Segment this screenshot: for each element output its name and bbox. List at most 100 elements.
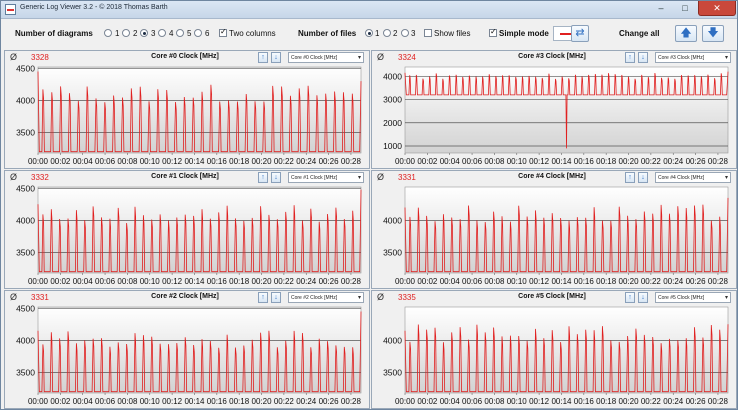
- files-radio-3[interactable]: [401, 29, 409, 37]
- y-tick-label: 4000: [383, 215, 402, 225]
- x-tick-label: 00:02: [417, 157, 438, 166]
- diagrams-radio-5-label: 5: [187, 29, 192, 38]
- panel-core0: Ø 3328 Core #0 Clock [MHz] ↑ ↓ Core #0 Clock …: [4, 50, 370, 169]
- diagrams-radio-6-label: 6: [205, 29, 210, 38]
- swap-arrows-icon[interactable]: ⇄: [571, 25, 589, 42]
- arrow-up-icon[interactable]: ↑: [258, 52, 268, 63]
- maximize-button[interactable]: □: [682, 3, 688, 13]
- plot-area: [404, 306, 729, 394]
- files-radio-2[interactable]: [383, 29, 391, 37]
- x-tick-label: 00:08: [484, 157, 505, 166]
- toolbar: Number of diagrams 1 2 3 4 5 6 Two colum…: [1, 20, 737, 48]
- channel-select[interactable]: Core #3 Clock [MHz]: [655, 52, 731, 63]
- series-line: [404, 71, 729, 149]
- x-tick-label: 00:10: [140, 397, 161, 406]
- channel-select[interactable]: Core #1 Clock [MHz]: [288, 172, 364, 183]
- average-value: 3324: [398, 53, 416, 62]
- minimize-button[interactable]: –: [658, 3, 664, 13]
- average-icon: Ø: [377, 172, 385, 182]
- series-line: [37, 71, 362, 153]
- x-tick-label: 00:04: [73, 277, 94, 286]
- arrow-down-icon[interactable]: ↓: [271, 292, 281, 303]
- panel-core3: Ø 3324 Core #3 Clock [MHz] ↑ ↓ Core #3 Clock …: [371, 50, 737, 169]
- diagrams-radio-6[interactable]: [194, 29, 202, 37]
- x-tick-label: 00:00: [395, 277, 416, 286]
- arrow-down-icon[interactable]: ↓: [271, 52, 281, 63]
- x-tick-label: 00:12: [162, 397, 183, 406]
- two-columns-checkbox[interactable]: [219, 27, 227, 37]
- x-tick-label: 00:14: [551, 277, 572, 286]
- channel-select[interactable]: Core #0 Clock [MHz]: [288, 52, 364, 63]
- x-tick-label: 00:00: [395, 397, 416, 406]
- arrow-up-icon[interactable]: ↑: [625, 52, 635, 63]
- x-tick-label: 00:06: [462, 277, 483, 286]
- arrow-up-icon[interactable]: ↑: [258, 292, 268, 303]
- diagrams-radio-1[interactable]: [104, 29, 112, 37]
- x-tick-label: 00:24: [663, 397, 684, 406]
- x-tick-label: 00:26: [319, 277, 340, 286]
- x-tick-label: 00:10: [507, 397, 528, 406]
- close-button[interactable]: ✕: [698, 1, 736, 16]
- simple-mode-checkbox[interactable]: [489, 27, 497, 37]
- arrow-up-icon[interactable]: ↑: [625, 292, 635, 303]
- title-bar[interactable]: Generic Log Viewer 3.2 - © 2018 Thomas B…: [1, 1, 737, 19]
- arrow-down-icon[interactable]: ↓: [638, 292, 648, 303]
- x-tick-label: 00:20: [252, 157, 273, 166]
- x-tick-label: 00:18: [596, 397, 617, 406]
- average-value: 3335: [398, 293, 416, 302]
- x-tick-label: 00:12: [529, 157, 550, 166]
- show-files-checkbox[interactable]: [424, 29, 432, 37]
- diagrams-radio-4-label: 4: [169, 29, 174, 38]
- plot-area: [404, 186, 729, 274]
- arrow-up-icon[interactable]: 🡅: [675, 25, 697, 42]
- panel-core4: Ø 3331 Core #4 Clock [MHz] ↑ ↓ Core #4 Clock …: [371, 170, 737, 289]
- arrow-down-icon[interactable]: 🡇: [702, 25, 724, 42]
- panel-core2: Ø 3331 Core #2 Clock [MHz] ↑ ↓ Core #2 Clock …: [4, 290, 370, 409]
- x-tick-label: 00:28: [708, 277, 729, 286]
- panel-title: Core #0 Clock [MHz]: [151, 53, 219, 60]
- panel-header: Ø 3335 Core #5 Clock [MHz] ↑ ↓ Core #5 Clock …: [372, 291, 736, 305]
- chart-core3: 1000 2000 3000 4000 00:00 00:02 00:04 00:06 00:0…: [383, 66, 729, 166]
- x-tick-label: 00:06: [95, 277, 116, 286]
- channel-select[interactable]: Core #2 Clock [MHz]: [288, 292, 364, 303]
- files-radio-1[interactable]: [365, 29, 373, 37]
- two-columns-label: Two columns: [229, 29, 276, 38]
- channel-select[interactable]: Core #4 Clock [MHz]: [655, 172, 731, 183]
- arrow-down-icon[interactable]: ↓: [271, 172, 281, 183]
- x-tick-label: 00:06: [462, 397, 483, 406]
- diagrams-radio-3[interactable]: [140, 29, 148, 37]
- x-tick-label: 00:26: [319, 397, 340, 406]
- x-tick-label: 00:04: [440, 157, 461, 166]
- panel-header: Ø 3331 Core #4 Clock [MHz] ↑ ↓ Core #4 Clock …: [372, 171, 736, 185]
- x-tick-label: 00:16: [207, 397, 228, 406]
- simple-mode-label: Simple mode: [499, 29, 549, 38]
- y-tick-label: 3500: [383, 367, 402, 377]
- average-value: 3328: [31, 53, 49, 62]
- x-tick-label: 00:18: [596, 157, 617, 166]
- x-tick-label: 00:18: [229, 157, 250, 166]
- x-tick-label: 00:16: [574, 277, 595, 286]
- diagrams-radio-5[interactable]: [176, 29, 184, 37]
- window-title: Generic Log Viewer 3.2 - © 2018 Thomas B…: [20, 4, 168, 11]
- panel-header: Ø 3331 Core #2 Clock [MHz] ↑ ↓ Core #2 Clock …: [5, 291, 369, 305]
- panel-core1: Ø 3332 Core #1 Clock [MHz] ↑ ↓ Core #1 Clock …: [4, 170, 370, 289]
- arrow-down-icon[interactable]: ↓: [638, 172, 648, 183]
- average-value: 3331: [31, 293, 49, 302]
- x-tick-label: 00:08: [484, 397, 505, 406]
- arrow-up-icon[interactable]: ↑: [625, 172, 635, 183]
- x-tick-label: 00:26: [686, 397, 707, 406]
- panel-header: Ø 3324 Core #3 Clock [MHz] ↑ ↓ Core #3 Clock …: [372, 51, 736, 65]
- arrow-up-icon[interactable]: ↑: [258, 172, 268, 183]
- x-tick-label: 00:02: [417, 397, 438, 406]
- y-tick-label: 3500: [16, 247, 35, 257]
- x-tick-label: 00:24: [296, 277, 317, 286]
- x-tick-label: 00:08: [117, 157, 138, 166]
- diagrams-radio-2[interactable]: [122, 29, 130, 37]
- panel-title: Core #3 Clock [MHz]: [518, 53, 586, 60]
- arrow-down-icon[interactable]: ↓: [638, 52, 648, 63]
- y-tick-label: 4500: [16, 185, 35, 193]
- diagrams-radio-4[interactable]: [158, 29, 166, 37]
- channel-select[interactable]: Core #5 Clock [MHz]: [655, 292, 731, 303]
